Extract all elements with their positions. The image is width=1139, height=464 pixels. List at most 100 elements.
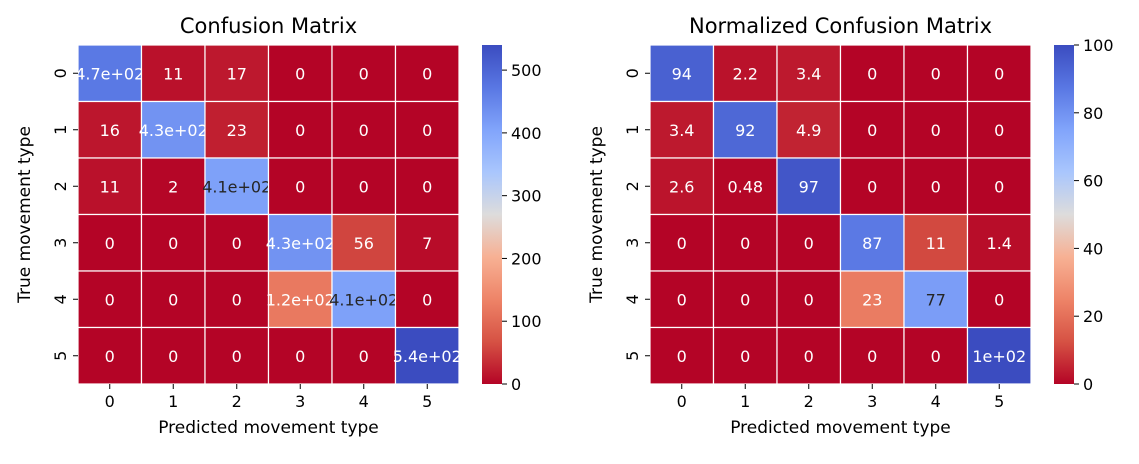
chart2-colorbar-tick-3: 60 <box>1083 172 1103 191</box>
chart1-cell-label-r1-c2: 23 <box>227 121 247 140</box>
chart1-x-tick-5: 5 <box>422 392 432 411</box>
chart2-cell-r2-c3 <box>839 157 905 216</box>
chart2-cell-r0-c2 <box>776 44 842 103</box>
chart1-cell-r3-c1 <box>140 213 206 272</box>
chart1-cell-label-r0-c0: 4.7e+02 <box>75 64 144 83</box>
chart2-cell-label-r5-c4: 0 <box>931 347 941 366</box>
chart1-cell-label-r3-c1: 0 <box>168 234 178 253</box>
chart1-cell-label-r3-c4: 56 <box>354 234 374 253</box>
chart2-cell-label-r5-c5: 1e+02 <box>972 347 1026 366</box>
chart1-x-axis-label: Predicted movement type <box>158 418 379 438</box>
chart2-cell-label-r3-c2: 0 <box>804 234 814 253</box>
chart1-cell-r3-c5 <box>394 213 460 272</box>
chart2-cell-r3-c2 <box>776 213 842 272</box>
chart2-cell-r4-c5 <box>966 270 1032 329</box>
chart1-cell-label-r4-c4: 4.1e+02 <box>329 290 398 309</box>
chart1-colorbar <box>482 45 502 384</box>
chart2-cell-label-r3-c1: 0 <box>740 234 750 253</box>
chart2-cell-label-r0-c5: 0 <box>994 64 1004 83</box>
chart1-cell-label-r0-c3: 0 <box>295 64 305 83</box>
chart2-x-tick-3: 3 <box>867 392 877 411</box>
chart1-cell-label-r3-c2: 0 <box>232 234 242 253</box>
chart2-cell-r5-c2 <box>776 326 842 385</box>
chart1-cell-label-r3-c0: 0 <box>105 234 115 253</box>
chart2-cell-label-r2-c5: 0 <box>994 177 1004 196</box>
chart2-cell-r4-c2 <box>776 270 842 329</box>
chart2-cell-r1-c3 <box>839 100 905 159</box>
chart1-cell-label-r1-c4: 0 <box>359 121 369 140</box>
chart2-cell-r5-c3 <box>839 326 905 385</box>
chart2-x-tick-5: 5 <box>994 392 1004 411</box>
chart2-cell-label-r2-c1: 0.48 <box>727 177 763 196</box>
chart1-cell-label-r4-c5: 0 <box>422 290 432 309</box>
chart1-y-tick-3: 3 <box>51 238 70 248</box>
chart2-colorbar-tick-5: 100 <box>1083 36 1114 55</box>
chart1-x-tick-3: 3 <box>295 392 305 411</box>
chart2-y-tick-3: 3 <box>623 238 642 248</box>
chart1-cell-label-r5-c4: 0 <box>359 347 369 366</box>
chart1-cell-label-r1-c3: 0 <box>295 121 305 140</box>
chart1-x-tick-4: 4 <box>359 392 369 411</box>
chart1-x-tick-2: 2 <box>232 392 242 411</box>
chart2-cell-label-r1-c4: 0 <box>931 121 941 140</box>
chart2-x-tick-1: 1 <box>740 392 750 411</box>
chart2-cell-label-r3-c0: 0 <box>677 234 687 253</box>
chart2-cell-label-r0-c0: 94 <box>672 64 692 83</box>
chart2-cell-r4-c3 <box>839 270 905 329</box>
chart2-cell-label-r2-c4: 0 <box>931 177 941 196</box>
chart2-y-tick-0: 0 <box>623 68 642 78</box>
chart1-cell-label-r5-c1: 0 <box>168 347 178 366</box>
chart2-cell-label-r0-c4: 0 <box>931 64 941 83</box>
chart2-cell-label-r3-c5: 1.4 <box>987 234 1012 253</box>
chart1-x-tick-0: 0 <box>105 392 115 411</box>
chart1-cell-r4-c5 <box>394 270 460 329</box>
chart1-colorbar-tick-4: 400 <box>511 124 542 143</box>
chart2-x-tick-2: 2 <box>804 392 814 411</box>
chart1-cell-r0-c5 <box>394 44 460 103</box>
chart2-cell-label-r1-c0: 3.4 <box>669 121 694 140</box>
chart1-cell-label-r3-c5: 7 <box>422 234 432 253</box>
chart1-cell-label-r5-c2: 0 <box>232 347 242 366</box>
chart2-cell-label-r4-c5: 0 <box>994 290 1004 309</box>
chart2-cell-label-r5-c3: 0 <box>867 347 877 366</box>
chart1-cell-r5-c5 <box>394 326 460 385</box>
chart2-x-tick-4: 4 <box>931 392 941 411</box>
chart2-cell-r3-c5 <box>966 213 1032 272</box>
chart1-cell-label-r2-c4: 0 <box>359 177 369 196</box>
chart2-cell-r2-c0 <box>649 157 715 216</box>
chart1-colorbar-tick-0: 0 <box>511 375 521 394</box>
chart2-y-tick-1: 1 <box>623 125 642 135</box>
chart2-cell-label-r4-c4: 77 <box>926 290 946 309</box>
chart1-cell-label-r0-c1: 11 <box>163 64 183 83</box>
chart1-cell-label-r4-c2: 0 <box>232 290 242 309</box>
chart1-y-tick-4: 4 <box>51 294 70 304</box>
chart1-cell-label-r4-c3: 1.2e+02 <box>266 290 335 309</box>
chart2-cell-label-r1-c2: 4.9 <box>796 121 821 140</box>
chart1-cell-r1-c5 <box>394 100 460 159</box>
chart1-cell-r5-c0 <box>77 326 143 385</box>
chart1-cell-r1-c3 <box>267 100 333 159</box>
chart2-cell-label-r1-c5: 0 <box>994 121 1004 140</box>
chart1-cell-r3-c3 <box>267 213 333 272</box>
chart1-cell-r4-c2 <box>204 270 270 329</box>
chart2-x-axis-label: Predicted movement type <box>730 418 951 438</box>
chart2-colorbar-tick-1: 20 <box>1083 307 1103 326</box>
chart1-cell-r0-c1 <box>140 44 206 103</box>
chart2-cell-r1-c4 <box>903 100 969 159</box>
chart1-cell-label-r5-c0: 0 <box>105 347 115 366</box>
chart2-y-axis-label: True movement type <box>587 126 607 304</box>
chart2-cell-label-r2-c0: 2.6 <box>669 177 694 196</box>
chart2-x-tick-0: 0 <box>677 392 687 411</box>
chart1-colorbar-tick-2: 200 <box>511 249 542 268</box>
chart1-cell-label-r1-c0: 16 <box>100 121 120 140</box>
chart2-cell-label-r3-c3: 87 <box>862 234 882 253</box>
chart2-cell-label-r1-c3: 0 <box>867 121 877 140</box>
chart1-cell-label-r0-c2: 17 <box>227 64 247 83</box>
chart1-cell-label-r4-c0: 0 <box>105 290 115 309</box>
chart1-cell-r3-c4 <box>331 213 397 272</box>
chart2-cell-label-r4-c0: 0 <box>677 290 687 309</box>
chart2-cell-label-r4-c1: 0 <box>740 290 750 309</box>
chart2-cell-r1-c2 <box>776 100 842 159</box>
chart2-cell-label-r4-c2: 0 <box>804 290 814 309</box>
chart2-title: Normalized Confusion Matrix <box>689 14 992 38</box>
